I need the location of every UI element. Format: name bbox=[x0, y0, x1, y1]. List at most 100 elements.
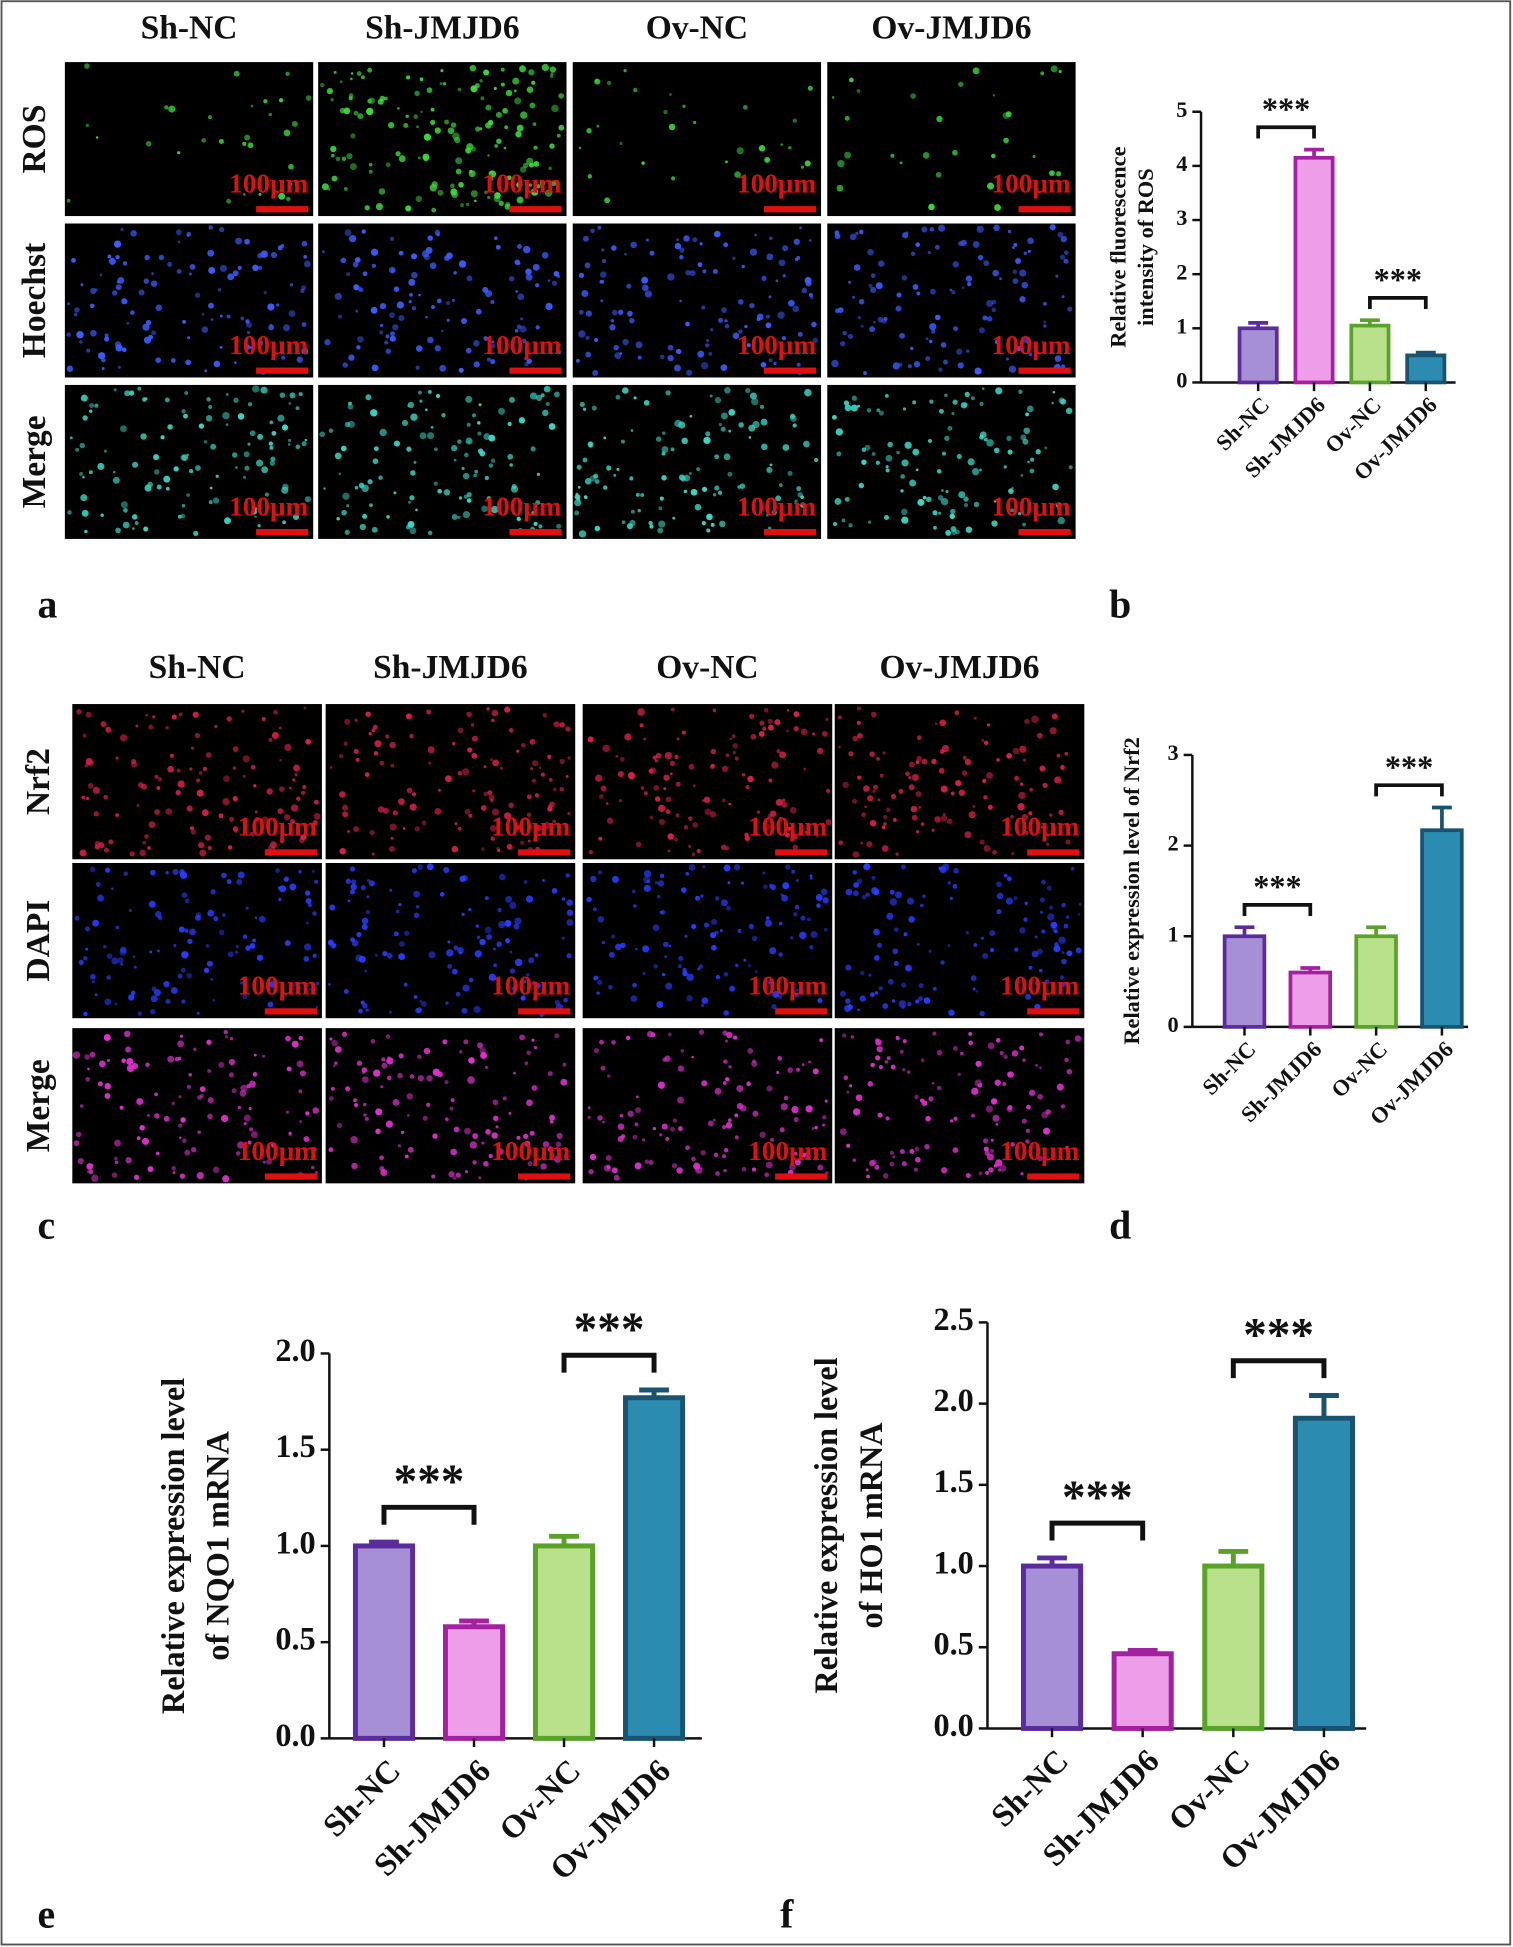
cell-dot bbox=[593, 473, 599, 479]
cell-dot bbox=[920, 903, 924, 908]
cell-dot bbox=[158, 254, 165, 261]
cell-dot bbox=[1010, 814, 1014, 819]
cell-dot bbox=[365, 711, 371, 717]
cell-dot bbox=[278, 192, 286, 200]
cell-dot bbox=[250, 1131, 258, 1138]
cell-dot bbox=[411, 271, 418, 279]
cell-dot bbox=[188, 272, 192, 276]
cell-dot bbox=[547, 279, 551, 282]
cell-dot bbox=[528, 957, 535, 964]
cell-dot bbox=[525, 273, 533, 281]
cell-dot bbox=[964, 391, 970, 398]
cell-dot bbox=[484, 190, 488, 194]
cell-dot bbox=[917, 942, 920, 946]
cell-dot bbox=[976, 225, 984, 233]
cell-dot bbox=[928, 1096, 934, 1102]
cell-dot bbox=[683, 489, 688, 494]
cell-dot bbox=[793, 725, 799, 732]
micrograph bbox=[325, 1028, 576, 1184]
cell-dot bbox=[729, 737, 733, 741]
cell-dot bbox=[950, 1119, 954, 1123]
cell-dot bbox=[931, 329, 936, 334]
micrograph bbox=[64, 62, 314, 217]
cell-dot bbox=[366, 895, 370, 899]
cell-dot bbox=[217, 288, 222, 292]
cell-dot bbox=[561, 897, 566, 901]
cell-dot bbox=[663, 774, 670, 781]
cell-dot bbox=[733, 1035, 738, 1040]
cell-dot bbox=[718, 422, 723, 427]
cell-dot bbox=[1012, 747, 1020, 755]
cell-dot bbox=[623, 68, 627, 73]
cell-dot bbox=[143, 336, 152, 344]
column-label: Sh-NC bbox=[149, 649, 246, 686]
cell-dot bbox=[592, 907, 597, 912]
cell-dot bbox=[603, 436, 607, 440]
cell-dot bbox=[151, 986, 157, 992]
cell-dot bbox=[101, 366, 105, 370]
cell-dot bbox=[816, 903, 821, 908]
cell-dot bbox=[143, 526, 149, 532]
cell-dot bbox=[616, 467, 620, 471]
cell-dot bbox=[637, 708, 645, 716]
cell-dot bbox=[233, 397, 239, 403]
cell-dot bbox=[519, 166, 527, 173]
cell-dot bbox=[169, 753, 174, 758]
cell-dot bbox=[281, 355, 286, 360]
cell-dot bbox=[867, 248, 874, 256]
cell-dot bbox=[619, 352, 623, 355]
cell-dot bbox=[928, 339, 933, 344]
cell-dot bbox=[674, 419, 682, 428]
cell-dot bbox=[588, 1169, 594, 1175]
cell-dot bbox=[544, 189, 553, 197]
cell-dot bbox=[585, 335, 590, 340]
cell-dot bbox=[321, 183, 329, 191]
cell-dot bbox=[646, 1030, 654, 1038]
cell-dot bbox=[766, 253, 774, 261]
cell-dot bbox=[319, 82, 325, 88]
cell-dot bbox=[715, 1171, 720, 1176]
scale-bar-label: 100μm bbox=[491, 812, 570, 842]
cell-dot bbox=[717, 317, 724, 323]
cell-dot bbox=[500, 82, 505, 87]
cell-dot bbox=[915, 760, 920, 765]
scale-bar bbox=[1027, 1173, 1080, 1180]
cell-dot bbox=[333, 70, 337, 74]
cell-dot bbox=[144, 397, 148, 401]
cell-dot bbox=[584, 478, 592, 485]
cell-dot bbox=[725, 160, 728, 164]
significance-label: *** bbox=[1262, 91, 1310, 127]
cell-dot bbox=[763, 707, 769, 713]
cell-dot bbox=[496, 138, 502, 144]
cell-dot bbox=[393, 286, 400, 293]
cell-dot bbox=[855, 231, 859, 236]
cell-dot bbox=[303, 706, 307, 710]
cell-dot bbox=[464, 452, 469, 458]
cell-dot bbox=[145, 713, 148, 717]
cell-dot bbox=[889, 1150, 894, 1155]
cell-dot bbox=[466, 498, 472, 503]
cell-dot bbox=[470, 723, 475, 727]
cell-dot bbox=[967, 458, 975, 466]
cell-dot bbox=[106, 953, 113, 959]
cell-dot bbox=[483, 765, 487, 769]
cell-dot bbox=[247, 142, 254, 149]
cell-dot bbox=[979, 839, 985, 845]
cell-dot bbox=[131, 514, 138, 520]
cell-dot bbox=[1065, 915, 1070, 919]
cell-dot bbox=[355, 309, 359, 313]
cell-dot bbox=[594, 338, 599, 343]
y-tick-label: 3 bbox=[1176, 205, 1187, 230]
cell-dot bbox=[531, 1085, 538, 1091]
cell-dot bbox=[656, 1000, 664, 1009]
cell-dot bbox=[87, 760, 95, 767]
cell-dot bbox=[987, 804, 993, 810]
cell-dot bbox=[413, 114, 418, 119]
cell-dot bbox=[410, 413, 418, 421]
cell-dot bbox=[122, 521, 130, 529]
cell-dot bbox=[1052, 483, 1059, 491]
cell-dot bbox=[834, 497, 842, 505]
cell-dot bbox=[86, 796, 90, 801]
cell-dot bbox=[655, 752, 662, 759]
cell-dot bbox=[504, 203, 511, 210]
